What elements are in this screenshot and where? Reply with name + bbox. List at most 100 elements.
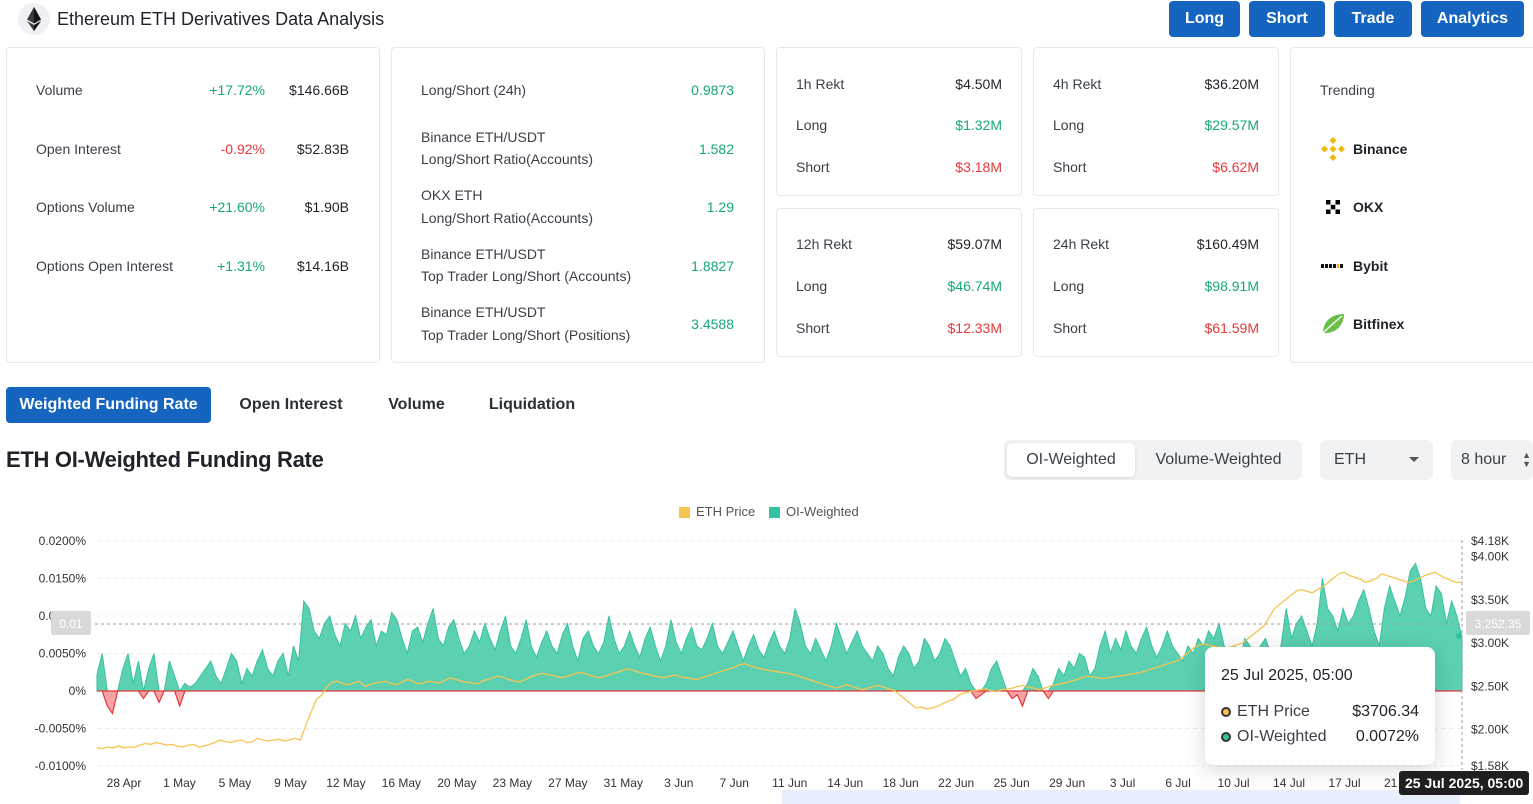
y-axis-left: 0.0200%0.0150%0.0100%0.0050%0%-0.0050%-0…: [35, 534, 87, 773]
x-tick-label: 14 Jun: [827, 776, 863, 790]
top-bar: Ethereum ETH Derivatives Data Analysis L…: [0, 0, 1533, 38]
x-tick-label: 27 May: [548, 776, 587, 790]
interval-select-value: 8 hour: [1461, 451, 1507, 468]
rekt-card-1h: 1h Rekt $4.50M Long $1.32M Short $3.18M: [776, 47, 1022, 196]
ratio-sublabel: Top Trader Long/Short (Accounts): [421, 268, 632, 284]
coin-select[interactable]: ETH: [1320, 440, 1433, 480]
okx-icon: [1320, 194, 1348, 220]
y-left-tick-label: -0.0050%: [35, 722, 87, 736]
ratio-value: 3.4588: [691, 316, 734, 332]
overview-change-volume: +17.72%: [209, 82, 265, 98]
rekt-total: $4.50M: [955, 76, 1002, 92]
y-axis-right: $4.18K $4.00K $3.50K $3.00K $2.50K $2.00K $1.5…: [1471, 534, 1509, 773]
x-axis: 28 Apr 1 May 5 May 9 May 12 May 16 May 20 May 2…: [107, 776, 1416, 790]
x-tick-label: 28 Apr: [107, 776, 142, 790]
tab-volume[interactable]: Volume: [388, 396, 445, 413]
crosshair-x-label: 25 Jul 2025, 05:00: [1399, 771, 1530, 795]
chart-crosshair: 0.01 3,252.35: [51, 540, 1530, 770]
x-tick-label: 3 Jul: [1110, 776, 1135, 790]
tooltip-date: 25 Jul 2025, 05:00: [1221, 667, 1353, 684]
rekt-short-value: $12.33M: [947, 320, 1002, 336]
rekt-short-label: Short: [796, 320, 830, 336]
tab-weighted-funding-rate[interactable]: Weighted Funding Rate: [6, 387, 211, 423]
rekt-long-label: Long: [1053, 278, 1085, 294]
chart-tooltip: 25 Jul 2025, 05:00 ETH Price $3706.34 OI…: [1205, 647, 1435, 765]
trending-item-bitfinex[interactable]: Bitfinex: [1320, 311, 1404, 337]
y-left-tick-label: -0.0100%: [35, 759, 87, 773]
legend-oi-weighted: OI-Weighted: [786, 504, 859, 519]
binance-icon: [1320, 136, 1348, 162]
eth-price-line: [96, 571, 1463, 750]
tab-liquidation[interactable]: Liquidation: [488, 396, 576, 413]
rekt-title: 4h Rekt: [1053, 76, 1102, 92]
short-button[interactable]: Short: [1249, 1, 1325, 37]
x-tick-label: 29 Jun: [1049, 776, 1085, 790]
x-tick-label: 7 Jun: [720, 776, 749, 790]
volume-weighted-option[interactable]: Volume-Weighted: [1155, 451, 1282, 468]
rekt-card-4h: 4h Rekt $36.20M Long $29.57M Short $6.62…: [1033, 47, 1279, 196]
x-tick-label: 3 Jun: [664, 776, 693, 790]
rekt-long-label: Long: [796, 117, 828, 133]
x-tick-label: 25 Jun: [994, 776, 1030, 790]
y-right-tick-label: $4.18K: [1471, 534, 1509, 548]
rekt-long-label: Long: [796, 278, 828, 294]
interval-select[interactable]: 8 hour ▲ ▼: [1451, 440, 1533, 480]
overview-label-options-volume: Options Volume: [36, 199, 135, 215]
rekt-title: 24h Rekt: [1053, 236, 1110, 252]
crosshair-y-right-label: 3,252.35: [1475, 617, 1522, 631]
rekt-total: $36.20M: [1204, 76, 1259, 92]
overview-card: Volume +17.72% $146.66B Open Interest -0…: [6, 47, 380, 363]
tooltip-row-oi-weighted: OI-Weighted 0.0072%: [1221, 728, 1419, 746]
weighting-toggle: OI-Weighted Volume-Weighted: [1004, 440, 1302, 480]
tab-open-interest[interactable]: Open Interest: [239, 396, 343, 413]
tooltip-row-eth-price: ETH Price $3706.34: [1221, 703, 1419, 721]
chart-zoom-slider[interactable]: [782, 790, 1460, 804]
tooltip-value: $3706.34: [1352, 703, 1419, 720]
y-left-tick-label: 0.0050%: [39, 647, 87, 661]
oi-weighted-option[interactable]: OI-Weighted: [1007, 443, 1135, 477]
trending-item-okx[interactable]: OKX: [1320, 194, 1383, 220]
x-tick-label: 14 Jul: [1273, 776, 1305, 790]
y-right-tick-label: $3.50K: [1471, 593, 1509, 607]
x-tick-label: 31 May: [604, 776, 643, 790]
legend-eth-price: ETH Price: [696, 504, 755, 519]
x-tick-label: 18 Jun: [883, 776, 919, 790]
rekt-short-value: $6.62M: [1212, 159, 1259, 175]
rekt-long-label: Long: [1053, 117, 1085, 133]
y-left-tick-label: 0.0150%: [39, 572, 87, 586]
ratio-sublabel: Long/Short Ratio(Accounts): [421, 210, 593, 226]
trending-item-label: OKX: [1353, 199, 1384, 215]
trending-item-label: Bitfinex: [1353, 316, 1405, 332]
long-short-ratio-card: Long/Short (24h) 0.9873 Binance ETH/USDT…: [391, 47, 765, 363]
x-tick-label: 5 May: [219, 776, 252, 790]
y-left-tick-label: 0%: [69, 684, 87, 698]
rekt-title: 12h Rekt: [796, 236, 853, 252]
y-right-tick-label: $1.58K: [1471, 759, 1509, 773]
ratio-label: Binance ETH/USDT: [421, 246, 546, 262]
x-tick-label: 22 Jun: [938, 776, 974, 790]
trending-item-bybit[interactable]: Bybit: [1320, 253, 1388, 279]
ratio-label: Binance ETH/USDT: [421, 304, 546, 320]
rekt-long-value: $1.32M: [955, 117, 1002, 133]
rekt-short-value: $61.59M: [1204, 320, 1259, 336]
y-right-tick-label: $2.50K: [1471, 679, 1509, 693]
trending-item-binance[interactable]: Binance: [1320, 136, 1407, 162]
x-tick-label: 23 May: [493, 776, 532, 790]
ratio-label: Binance ETH/USDT: [421, 129, 546, 145]
long-button[interactable]: Long: [1169, 1, 1240, 37]
overview-label-options-oi: Options Open Interest: [36, 258, 173, 274]
analytics-button[interactable]: Analytics: [1421, 1, 1524, 37]
rekt-long-value: $98.91M: [1204, 278, 1259, 294]
ratio-label: OKX ETH: [421, 187, 483, 203]
rekt-short-label: Short: [1053, 320, 1087, 336]
funding-rate-chart[interactable]: ETH Price OI-Weighted 0.0200%0.0150%0.01…: [0, 500, 1533, 800]
ratio-sublabel: Top Trader Long/Short (Positions): [421, 327, 631, 343]
rekt-total: $59.07M: [947, 236, 1002, 252]
trade-button[interactable]: Trade: [1334, 1, 1412, 37]
rekt-card-24h: 24h Rekt $160.49M Long $98.91M Short $61…: [1033, 208, 1279, 357]
x-tick-label: 16 May: [382, 776, 421, 790]
rekt-long-value: $46.74M: [947, 278, 1002, 294]
overview-value-options-volume: $1.90B: [304, 199, 349, 215]
ratio-value: 1.29: [706, 199, 734, 215]
overview-value-volume: $146.66B: [289, 82, 349, 98]
